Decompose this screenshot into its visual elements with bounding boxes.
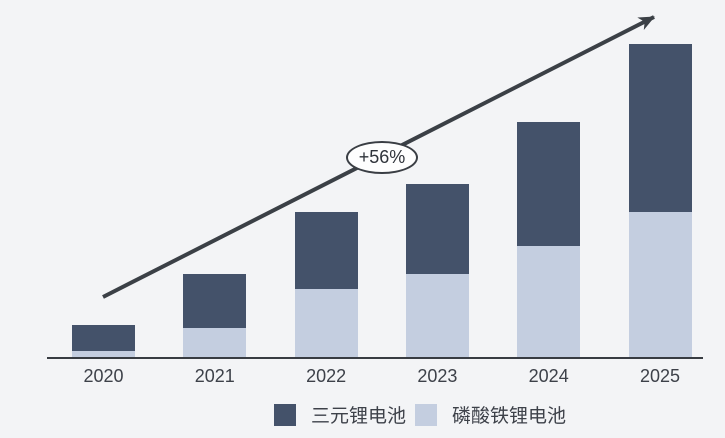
bar-segment-2022-series0 [294,212,358,289]
bar-segment-2021-series1 [183,328,247,358]
legend-swatch-icon [415,403,438,426]
bar-segment-2023-series0 [405,184,469,274]
legend-item-0: 三元锂电池 [274,401,406,428]
legend-swatch-icon [274,403,296,426]
x-axis-label-2023: 2023 [417,366,458,386]
legend-item-1: 磷酸铁锂电池 [415,401,566,428]
bar-segment-2022-series1 [294,289,358,358]
growth-annotation-label: +56% [358,147,406,167]
bar-segment-2024-series1 [517,246,581,358]
x-axis-label-2020: 2020 [83,366,124,386]
legend-label: 磷酸铁锂电池 [452,406,567,427]
legend-label: 三元锂电池 [311,406,407,427]
x-axis-label-2021: 2021 [194,366,235,386]
growth-annotation-badge: +56% [346,141,418,174]
legend: 三元锂电池 磷酸铁锂电池 [274,401,566,428]
bar-segment-2021-series0 [183,274,247,328]
x-axis-line [47,357,703,359]
bar-segment-2023-series1 [405,274,469,358]
x-axis-label-2022: 2022 [306,366,347,386]
bar-segment-2025-series1 [628,212,692,358]
x-axis-label-2024: 2024 [528,366,569,386]
bar-segment-2025-series0 [628,44,692,212]
bar-segment-2020-series1 [72,351,135,358]
bar-segment-2020-series0 [72,325,135,351]
x-axis-label-2025: 2025 [639,366,681,386]
bar-segment-2024-series0 [517,122,581,246]
